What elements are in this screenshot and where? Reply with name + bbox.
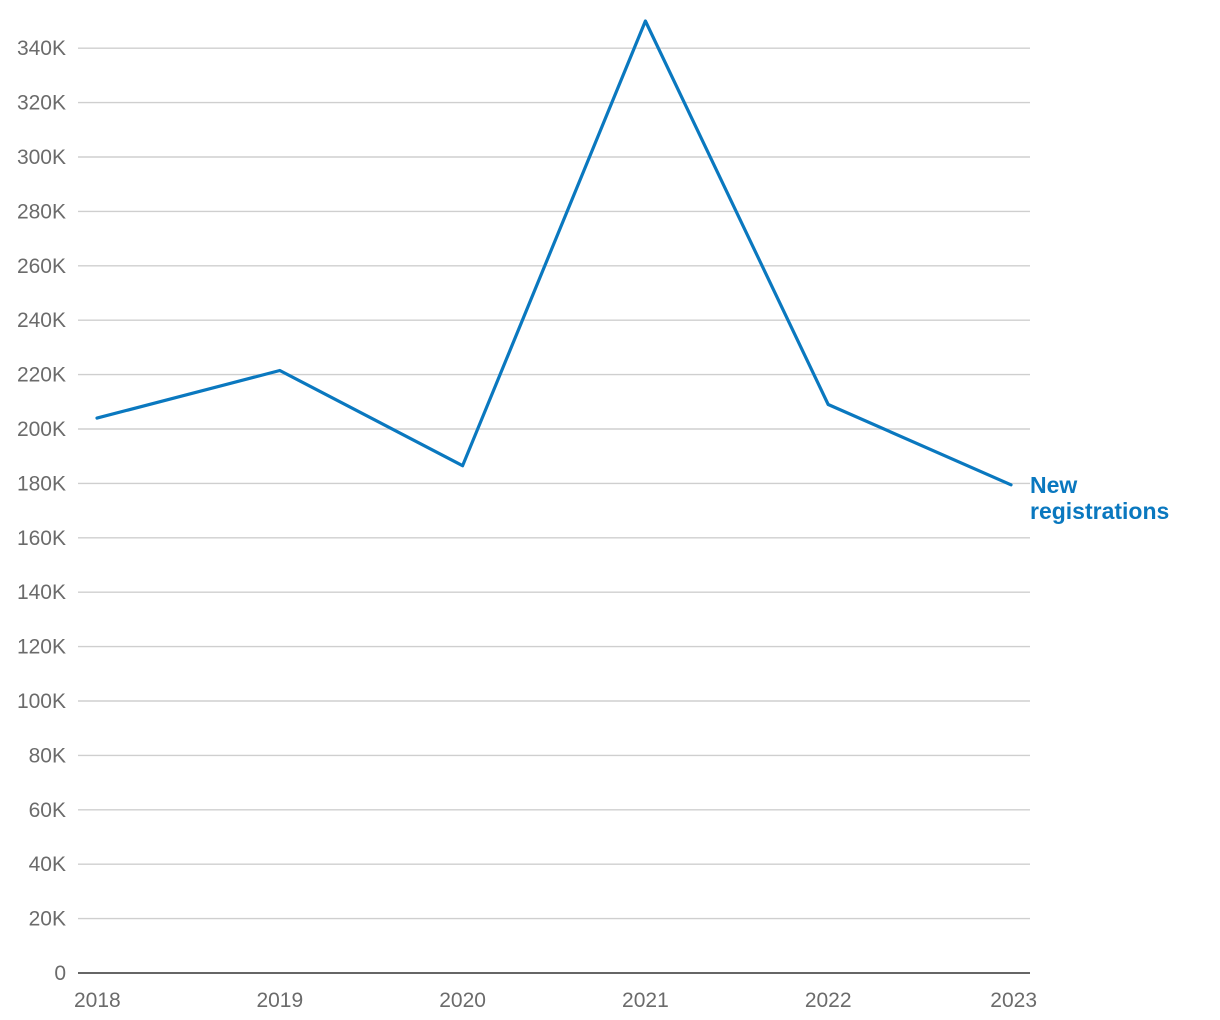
y-tick-label: 80K <box>29 744 66 767</box>
y-tick-label: 320K <box>17 92 66 115</box>
y-tick-label: 160K <box>17 527 66 550</box>
y-tick-label: 280K <box>17 200 66 223</box>
y-tick-label: 300K <box>17 146 66 169</box>
x-tick-label: 2020 <box>439 989 486 1012</box>
y-tick-label: 180K <box>17 472 66 495</box>
y-axis-tick-labels: 0 20K 40K 60K 80K 100K 120K 140K 160K 180K 200K 220… <box>17 37 66 985</box>
y-tick-label: 40K <box>29 853 66 876</box>
y-tick-label: 140K <box>17 581 66 604</box>
x-tick-label: 2019 <box>256 989 303 1012</box>
y-tick-label: 240K <box>17 309 66 332</box>
series-label-new-registrations: New registrations <box>1030 472 1170 524</box>
series-lines <box>95 19 1013 487</box>
x-tick-label: 2023 <box>990 989 1037 1012</box>
gridlines <box>78 47 1030 920</box>
y-tick-label: 260K <box>17 255 66 278</box>
x-tick-label: 2021 <box>622 989 669 1012</box>
y-tick-label: 100K <box>17 690 66 713</box>
y-tick-label: 120K <box>17 636 66 659</box>
y-tick-label: 340K <box>17 37 66 60</box>
y-tick-label: 200K <box>17 418 66 441</box>
series-line-new-registrations <box>95 19 1013 487</box>
x-axis-tick-labels: 2018 2019 2020 2021 2022 2023 <box>74 989 1037 1012</box>
y-tick-label: 20K <box>29 908 66 931</box>
y-tick-label: 60K <box>29 799 66 822</box>
y-tick-label: 0 <box>54 962 66 985</box>
x-tick-label: 2022 <box>805 989 852 1012</box>
y-tick-label: 220K <box>17 364 66 387</box>
x-tick-label: 2018 <box>74 989 121 1012</box>
